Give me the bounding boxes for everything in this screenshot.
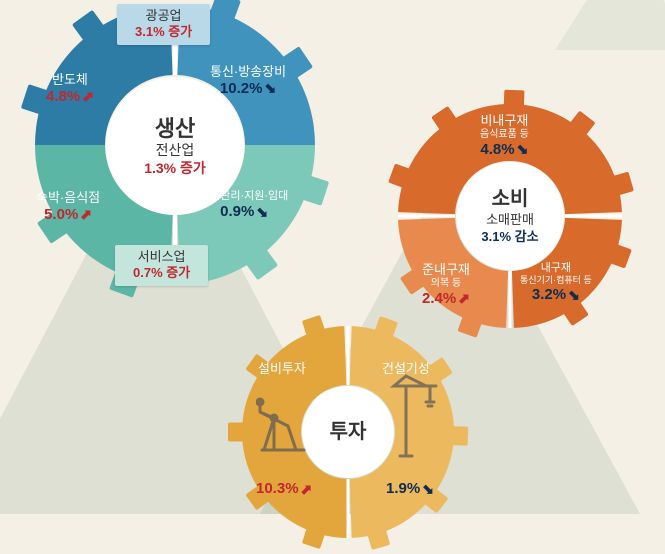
seg-biz: 사업관리·지원·임대 0.9%⬊ bbox=[200, 190, 288, 221]
arrow-down-icon: ⬊ bbox=[422, 481, 434, 498]
seg-durable: 내구재 통신기기·컴퓨터 등 3.2%⬊ bbox=[520, 262, 592, 304]
strip-services-label: 서비스업 bbox=[133, 249, 190, 265]
arrow-down-icon: ⬊ bbox=[256, 204, 268, 221]
arrow-up-icon: ⬈ bbox=[458, 290, 470, 307]
arrow-up-icon: ⬈ bbox=[82, 88, 94, 105]
arrow-up-icon: ⬈ bbox=[301, 481, 313, 498]
arrow-up-icon: ⬈ bbox=[80, 206, 92, 223]
arrow-down-icon: ⬊ bbox=[568, 287, 580, 304]
seg-facility-val: 10.3%⬈ bbox=[256, 480, 312, 498]
arrow-down-icon: ⬊ bbox=[517, 141, 529, 158]
strip-services: 서비스업 0.7% 증가 bbox=[115, 245, 208, 286]
seg-food: 숙박·음식점 5.0%⬈ bbox=[36, 190, 100, 224]
seg-semidurable: 준내구재 의복 등 2.4%⬈ bbox=[422, 262, 470, 308]
strip-mining-label: 광공업 bbox=[135, 8, 192, 24]
seg-construction-val: 1.9%⬊ bbox=[386, 480, 434, 498]
arrow-down-icon: ⬊ bbox=[264, 80, 276, 97]
hub-consumption-title: 소비 bbox=[492, 187, 529, 212]
hub-production-sub: 전산업 bbox=[156, 142, 195, 160]
hub-consumption: 소비 소매판매 3.1% 감소 bbox=[456, 162, 564, 270]
crane-icon bbox=[386, 372, 440, 464]
hub-investment-title: 투자 bbox=[330, 420, 367, 445]
hub-consumption-sub: 소매판매 bbox=[486, 212, 534, 228]
strip-mining-value: 3.1% 증가 bbox=[135, 24, 192, 40]
oilpump-icon bbox=[256, 390, 310, 460]
seg-facility: 설비투자 bbox=[258, 361, 306, 377]
hub-production-title: 생산 bbox=[155, 115, 195, 143]
seg-telecom: 통신·방송장비 10.2%⬊ bbox=[210, 64, 286, 98]
hub-consumption-val: 3.1% 감소 bbox=[481, 229, 538, 245]
hub-production-val: 1.3% 증가 bbox=[144, 160, 206, 178]
strip-services-value: 0.7% 증가 bbox=[133, 265, 190, 281]
hub-investment: 투자 bbox=[302, 386, 394, 478]
strip-mining: 광공업 3.1% 증가 bbox=[117, 4, 210, 45]
seg-nondurable: 비내구재 음식료품 등 4.8%⬊ bbox=[480, 113, 529, 159]
seg-semiconductor: 반도체 4.8%⬈ bbox=[46, 72, 94, 106]
